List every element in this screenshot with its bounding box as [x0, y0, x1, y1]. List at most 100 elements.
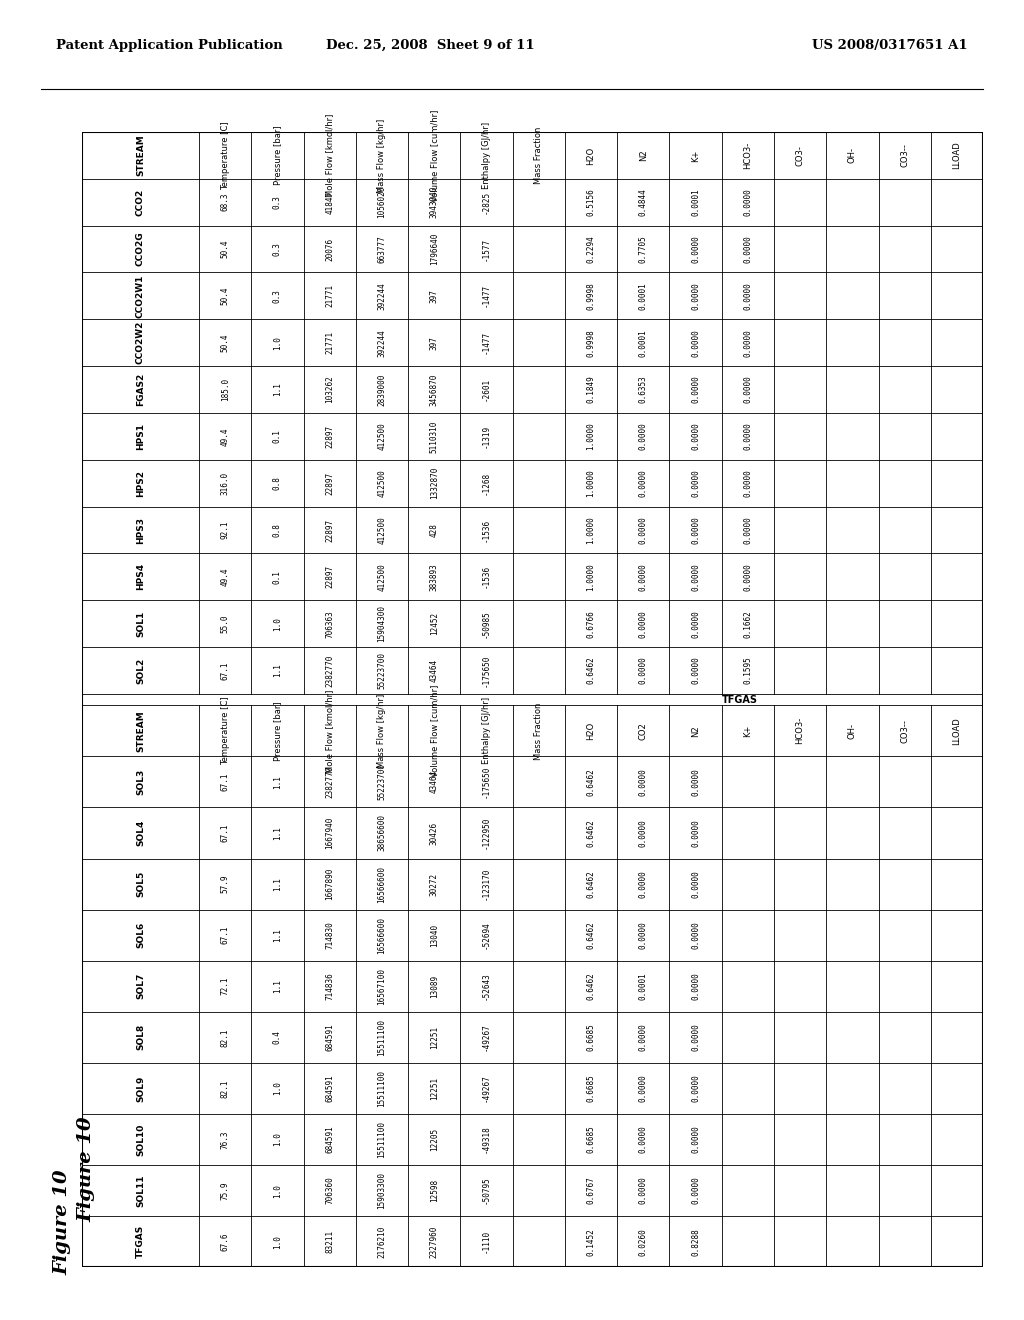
Text: 67.1: 67.1	[221, 925, 229, 944]
Text: K+: K+	[691, 149, 700, 161]
Text: -49267: -49267	[482, 1023, 492, 1051]
Text: 0.0000: 0.0000	[691, 329, 700, 356]
Text: SOL8: SOL8	[136, 1024, 145, 1051]
Text: 0.0000: 0.0000	[639, 768, 648, 796]
Text: 21771: 21771	[326, 331, 334, 354]
Text: 383893: 383893	[430, 564, 438, 591]
Text: 0.0000: 0.0000	[691, 1126, 700, 1154]
Text: 5110310: 5110310	[430, 420, 438, 453]
Text: CO3--: CO3--	[900, 144, 909, 168]
Text: STREAM: STREAM	[136, 135, 145, 177]
Text: H2O: H2O	[587, 147, 596, 165]
Text: HPS4: HPS4	[136, 564, 145, 590]
Text: 0.0000: 0.0000	[691, 820, 700, 847]
Text: 0.0000: 0.0000	[691, 768, 700, 796]
Text: H2O: H2O	[587, 722, 596, 741]
Text: 2839000: 2839000	[378, 374, 386, 405]
Text: 49.4: 49.4	[221, 568, 229, 586]
Text: 67.1: 67.1	[221, 824, 229, 842]
Text: 1.1: 1.1	[273, 775, 282, 789]
Text: 92.1: 92.1	[221, 521, 229, 540]
Text: 1.1: 1.1	[273, 928, 282, 942]
Text: 412500: 412500	[378, 422, 386, 450]
Text: 0.0000: 0.0000	[691, 422, 700, 450]
Text: 1667940: 1667940	[326, 817, 334, 849]
Text: 20076: 20076	[326, 238, 334, 260]
Text: 0.0000: 0.0000	[691, 376, 700, 404]
Text: HPS3: HPS3	[136, 516, 145, 544]
Text: 0.5156: 0.5156	[587, 189, 596, 216]
Text: Enthalpy [GJ/hr]: Enthalpy [GJ/hr]	[482, 697, 492, 764]
Text: 15511100: 15511100	[378, 1019, 386, 1056]
Text: HCO3-: HCO3-	[743, 141, 753, 169]
Text: 43464: 43464	[430, 659, 438, 682]
Text: HPS2: HPS2	[136, 470, 145, 496]
Text: FGAS2: FGAS2	[136, 374, 145, 407]
Text: 0.4: 0.4	[273, 1031, 282, 1044]
Text: 1796640: 1796640	[430, 232, 438, 265]
Text: SOL1: SOL1	[136, 611, 145, 636]
Text: 0.9998: 0.9998	[587, 282, 596, 310]
Text: 15511100: 15511100	[378, 1121, 386, 1158]
Text: SOL5: SOL5	[136, 871, 145, 898]
Text: 1.1: 1.1	[273, 979, 282, 993]
Text: Mass Flow [kg/hr]: Mass Flow [kg/hr]	[378, 119, 386, 193]
Text: 0.0000: 0.0000	[639, 1176, 648, 1204]
Text: -2825: -2825	[482, 190, 492, 214]
Text: -50985: -50985	[482, 610, 492, 638]
Text: 0.3: 0.3	[273, 195, 282, 209]
Text: 0.0000: 0.0000	[691, 870, 700, 898]
Text: -1319: -1319	[482, 425, 492, 447]
Text: 0.6685: 0.6685	[587, 1023, 596, 1051]
Text: 82.1: 82.1	[221, 1028, 229, 1047]
Text: 0.0000: 0.0000	[691, 973, 700, 1001]
Text: -1477: -1477	[482, 331, 492, 354]
Text: 1.0: 1.0	[273, 1081, 282, 1096]
Text: -122950: -122950	[482, 817, 492, 849]
Text: 0.6462: 0.6462	[587, 656, 596, 684]
Text: 22897: 22897	[326, 425, 334, 447]
Text: 0.0000: 0.0000	[743, 235, 753, 263]
Text: HCO3-: HCO3-	[796, 717, 805, 744]
Text: CO3--: CO3--	[900, 719, 909, 743]
Text: Figure 10: Figure 10	[53, 1170, 72, 1275]
Text: SOL6: SOL6	[136, 923, 145, 948]
Text: 0.0000: 0.0000	[639, 1074, 648, 1102]
Text: Pressure [bar]: Pressure [bar]	[273, 701, 282, 760]
Text: 0.0000: 0.0000	[639, 610, 648, 638]
Text: -1477: -1477	[482, 284, 492, 308]
Text: 2382770: 2382770	[326, 655, 334, 686]
Text: 83211: 83211	[326, 1230, 334, 1253]
Text: CCO2: CCO2	[136, 189, 145, 216]
Text: 30426: 30426	[430, 821, 438, 845]
Text: 0.0000: 0.0000	[743, 516, 753, 544]
Text: SOL4: SOL4	[136, 820, 145, 846]
Text: 67.1: 67.1	[221, 772, 229, 791]
Text: -49318: -49318	[482, 1126, 492, 1154]
Text: 0.0000: 0.0000	[691, 1023, 700, 1051]
Text: 1056020: 1056020	[378, 186, 386, 218]
Text: SOL7: SOL7	[136, 973, 145, 999]
Text: 0.0001: 0.0001	[639, 282, 648, 310]
Text: 0.0000: 0.0000	[639, 870, 648, 898]
Text: LLOAD: LLOAD	[952, 141, 962, 169]
Text: 0.8: 0.8	[273, 477, 282, 490]
Text: 0.6462: 0.6462	[587, 921, 596, 949]
Text: Volume Flow [cum/hr]: Volume Flow [cum/hr]	[430, 685, 438, 777]
Text: HPS1: HPS1	[136, 422, 145, 450]
Text: Mass Fraction: Mass Fraction	[535, 702, 544, 759]
Text: 0.0000: 0.0000	[639, 470, 648, 498]
Text: -175650: -175650	[482, 766, 492, 799]
Text: K+: K+	[743, 725, 753, 737]
Text: 12452: 12452	[430, 612, 438, 635]
Text: TFGAS: TFGAS	[722, 694, 758, 705]
Text: 103262: 103262	[326, 376, 334, 404]
Text: CO3-: CO3-	[796, 145, 805, 166]
Text: 0.6462: 0.6462	[587, 768, 596, 796]
Text: 0.0000: 0.0000	[639, 422, 648, 450]
Text: Volume Flow [cum/hr]: Volume Flow [cum/hr]	[430, 110, 438, 202]
Text: 0.0001: 0.0001	[691, 189, 700, 216]
Text: 412500: 412500	[378, 470, 386, 498]
Text: -123170: -123170	[482, 867, 492, 900]
Text: 0.8: 0.8	[273, 523, 282, 537]
